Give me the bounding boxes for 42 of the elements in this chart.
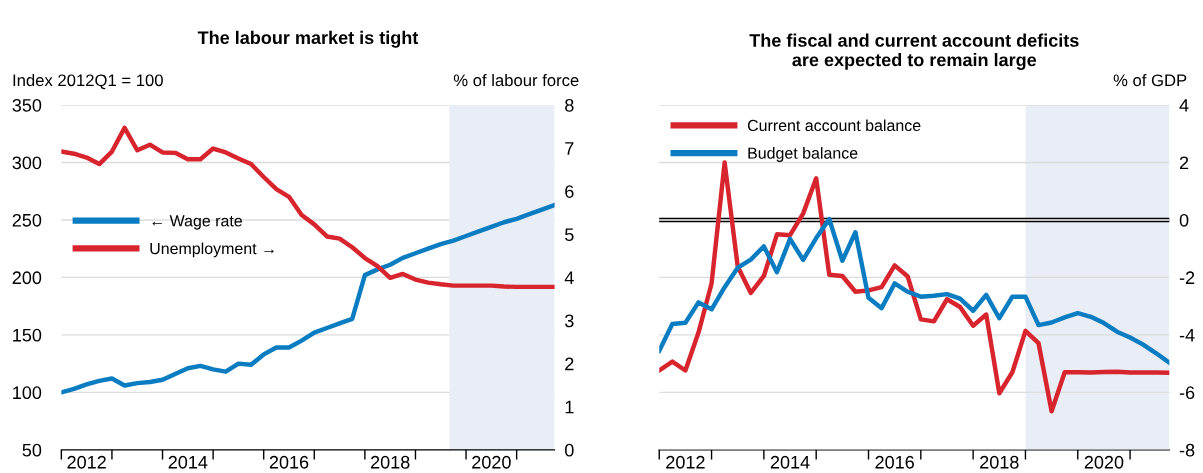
y2-tick-label: 5 [565,228,574,242]
legend-label: Budget balance [748,147,858,162]
chart-title: The fiscal and current account deficits are expected to remain large [749,33,1079,70]
x-tick-label: 2016 [269,455,309,469]
y2-tick-label: 2 [565,357,574,371]
x-tick-label: 2012 [666,455,705,469]
y2-tick-label: 8 [565,98,574,112]
x-tick-label: 2014 [168,455,208,469]
y2-axis-title: % of GDP [1113,73,1187,87]
y2-tick-label: 3 [564,314,574,328]
y2-tick-label: 7 [565,142,574,155]
y2-tick-label: 4 [1179,99,1189,112]
y-axis-title: Index 2012Q1 = 100 [13,73,163,90]
x-tick-label: 2012 [67,455,106,469]
y-tick-label: 300 [12,156,42,170]
y-tick-label: 350 [12,98,42,112]
y2-tick-label: 4 [564,271,574,284]
legend-label: Unemployment → [150,242,274,258]
y2-tick-label: 2 [1179,156,1189,170]
y-tick-label: 50 [22,443,42,457]
x-tick-label: 2020 [1084,455,1124,469]
x-tick-label: 2020 [472,455,511,469]
y-tick-label: 150 [13,328,42,342]
y2-tick-label: 6 [565,185,574,198]
y2-tick-label: -4 [1179,329,1195,342]
y2-axis-title: % of labour force [453,73,579,87]
y2-tick-label: -8 [1179,443,1195,457]
y2-tick-label: 0 [565,443,574,457]
y-tick-label: 200 [12,271,42,285]
x-tick-label: 2018 [980,455,1019,469]
y-tick-label: 100 [13,386,42,400]
legend-label: Current account balance [747,119,921,132]
y2-tick-label: 0 [1179,213,1189,227]
y-tick-label: 250 [12,213,42,227]
y2-tick-label: 1 [565,400,574,414]
chart-title: The labour market is tight [197,30,419,48]
y2-tick-label: -6 [1179,386,1195,400]
x-tick-label: 2014 [770,455,810,469]
x-tick-label: 2016 [875,455,914,469]
y2-tick-label: -2 [1179,271,1195,284]
legend-label: ← Wage rate [152,215,242,230]
x-tick-label: 2018 [371,455,410,469]
